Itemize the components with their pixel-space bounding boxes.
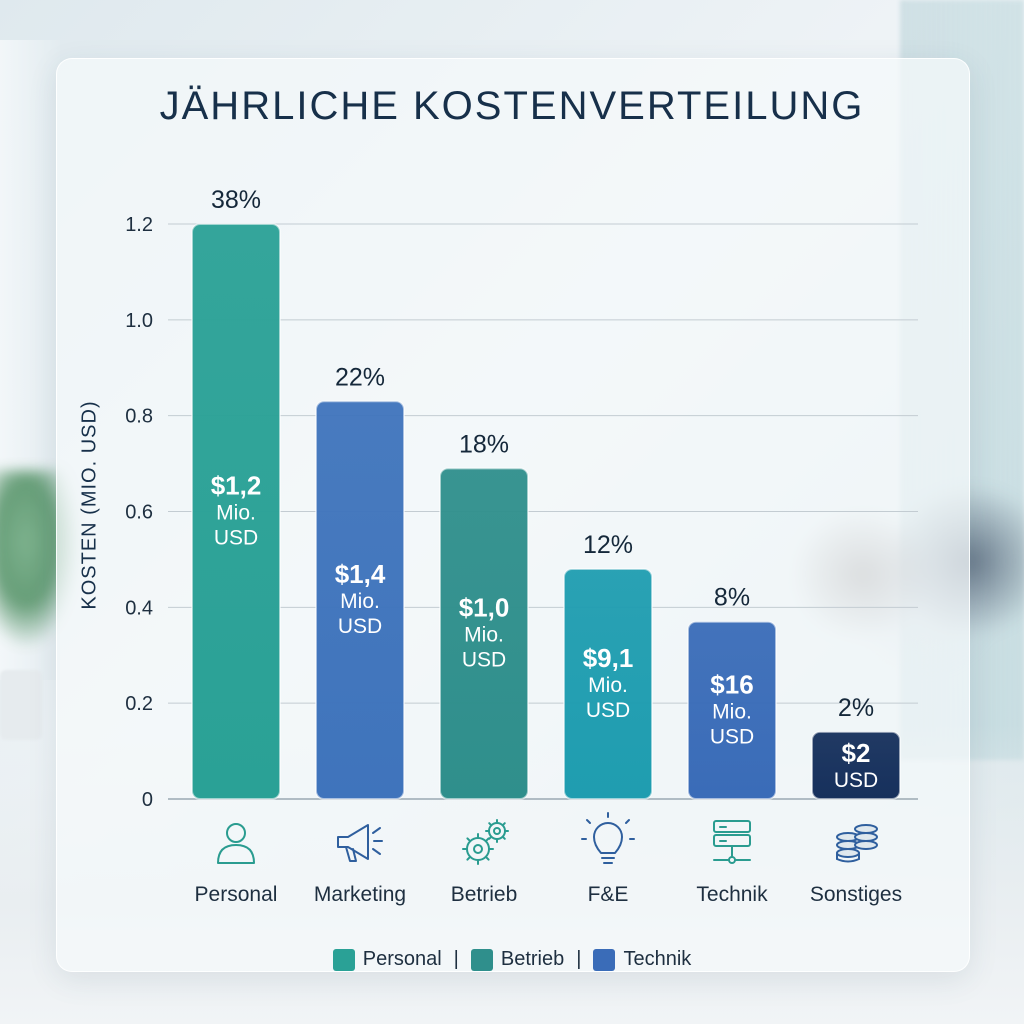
legend-item: Technik: [593, 948, 691, 971]
legend-separator: |: [576, 948, 582, 971]
bar-value-label: USD: [462, 649, 506, 672]
y-tick-label: 1.2: [125, 214, 153, 236]
gears-icon: [462, 819, 509, 865]
bar-value-label: $1,2: [211, 471, 262, 501]
legend-item: Personal: [332, 948, 442, 971]
bar-value-label: USD: [338, 615, 382, 638]
legend: Personal | Betrieb | Technik: [0, 948, 1024, 971]
bar: [563, 568, 653, 800]
legend-label: Personal: [362, 948, 442, 971]
bar: [811, 730, 901, 801]
x-tick-label: Technik: [696, 883, 768, 906]
y-tick-label: 0: [142, 789, 153, 811]
y-tick-label: 0.2: [125, 693, 153, 715]
bar-percent-label: 2%: [838, 694, 874, 722]
y-tick-label: 1.0: [125, 310, 153, 332]
legend-swatch: [470, 948, 493, 971]
bar-value-label: USD: [586, 699, 630, 722]
y-tick-label: 0.8: [125, 406, 153, 428]
bar-percent-label: 12%: [583, 531, 633, 559]
bar-value-label: USD: [214, 527, 258, 550]
bar-value-label: Mio.: [464, 624, 504, 647]
x-tick-label: Marketing: [314, 883, 406, 906]
bar-percent-label: 18%: [459, 430, 509, 458]
bar-value-label: $16: [710, 669, 753, 699]
bar-percent-label: 8%: [714, 584, 750, 612]
megaphone-icon: [337, 824, 383, 862]
bar-value-label: $2: [842, 738, 871, 768]
bar-value-label: USD: [710, 725, 754, 748]
bar: [687, 620, 777, 800]
bar-value-label: Mio.: [588, 674, 628, 697]
legend-swatch: [332, 948, 355, 971]
bar-percent-label: 22%: [335, 363, 385, 391]
y-tick-label: 0.4: [125, 597, 153, 619]
bar-value-label: Mio.: [712, 700, 752, 723]
coins-icon: [836, 824, 878, 863]
x-tick-label: Personal: [195, 883, 278, 906]
legend-separator: |: [453, 948, 459, 971]
bar-value-label: Mio.: [340, 590, 380, 613]
x-tick-label: F&E: [588, 883, 629, 906]
bar-value-label: USD: [834, 769, 878, 792]
server-icon: [713, 820, 751, 864]
bar: [439, 467, 529, 800]
legend-swatch: [593, 948, 616, 971]
bar-value-label: $9,1: [583, 643, 634, 673]
bar-value-label: $1,4: [335, 559, 386, 589]
bar: [191, 223, 281, 800]
x-tick-label: Betrieb: [451, 883, 518, 906]
legend-item: Betrieb: [470, 948, 565, 971]
bar: [315, 400, 405, 800]
user-icon: [217, 823, 255, 864]
bar-percent-label: 38%: [211, 186, 261, 214]
bar-value-label: Mio.: [216, 502, 256, 525]
legend-label: Technik: [623, 948, 692, 971]
x-tick-label: Sonstiges: [810, 883, 902, 906]
lightbulb-icon: [581, 812, 635, 864]
chart-title: JÄHRLICHE KOSTENVERTEILUNG: [159, 84, 865, 128]
y-tick-label: 0.6: [125, 502, 153, 524]
legend-label: Betrieb: [500, 948, 565, 971]
bar-value-label: $1,0: [459, 593, 510, 623]
